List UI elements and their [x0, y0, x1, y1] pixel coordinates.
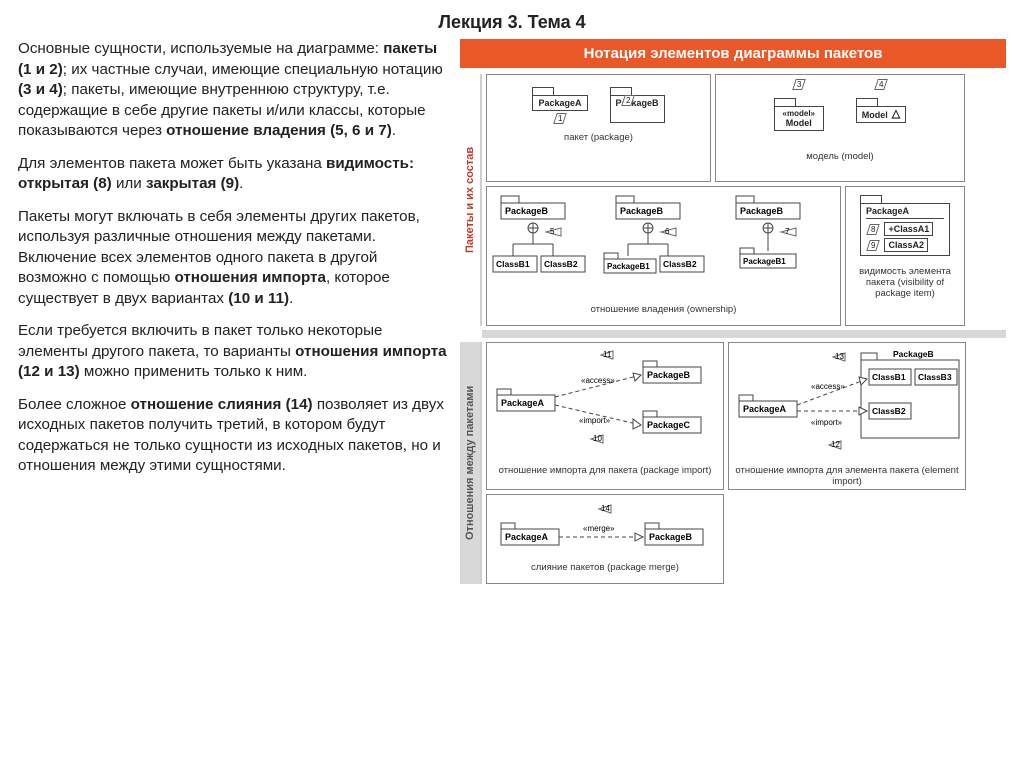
- ownership-svg: PackageB ClassB1 ClassB2 5: [491, 191, 841, 301]
- svg-text:10: 10: [593, 434, 602, 443]
- svg-text:PackageC: PackageC: [647, 420, 691, 430]
- svg-text:«import»: «import»: [811, 418, 843, 427]
- side-label-2: Отношения между пакетами: [460, 342, 480, 584]
- svg-text:PackageB: PackageB: [620, 206, 664, 216]
- caption: пакет (package): [491, 132, 706, 143]
- callout-3: 3: [792, 79, 806, 90]
- svg-text:5: 5: [550, 227, 555, 236]
- uml-package: PackageA: [532, 87, 587, 111]
- svg-text:PackageB: PackageB: [647, 370, 691, 380]
- para-1: Основные сущности, используемые на диагр…: [18, 39, 448, 142]
- caption: слияние пакетов (package merge): [491, 562, 719, 573]
- svg-text:ClassB1: ClassB1: [496, 259, 530, 269]
- panel-element-import: PackageA PackageB ClassB1 ClassB3 ClassB…: [728, 342, 966, 490]
- svg-text:PackageB1: PackageB1: [743, 257, 786, 266]
- svg-text:13: 13: [835, 352, 844, 361]
- uml-package: Model △: [856, 98, 906, 123]
- uml-package: «model» Model: [774, 98, 824, 131]
- svg-text:11: 11: [603, 350, 612, 359]
- svg-text:PackageB: PackageB: [740, 206, 784, 216]
- section-relations: Отношения между пакетами PackageA «acces…: [460, 342, 1006, 584]
- panel-ownership: PackageB ClassB1 ClassB2 5: [486, 186, 841, 326]
- text-column: Основные сущности, используемые на диагр…: [18, 39, 448, 588]
- svg-text:PackageB: PackageB: [505, 206, 549, 216]
- para-4: Если требуется включить в пакет только н…: [18, 321, 448, 383]
- svg-text:«import»: «import»: [579, 416, 611, 425]
- caption: отношение импорта для пакета (package im…: [491, 465, 719, 476]
- svg-text:PackageB1: PackageB1: [607, 262, 650, 271]
- svg-text:ClassB2: ClassB2: [872, 406, 906, 416]
- merge-svg: PackageA «merge» 14 PackageB: [491, 499, 723, 559]
- side-label-1: Пакеты и их состав: [460, 74, 480, 326]
- para-2: Для элементов пакета может быть указана …: [18, 154, 448, 195]
- svg-text:6: 6: [665, 227, 670, 236]
- svg-text:«access»: «access»: [811, 382, 845, 391]
- eimport-svg: PackageA PackageB ClassB1 ClassB3 ClassB…: [733, 347, 965, 462]
- caption: видимость элемента пакета (visibility of…: [850, 266, 960, 299]
- triangle-icon: △: [892, 109, 900, 120]
- panel-model: 3 «model» Model 4: [715, 74, 965, 182]
- svg-text:«access»: «access»: [581, 376, 615, 385]
- para-5: Более сложное отношение слияния (14) поз…: [18, 395, 448, 477]
- svg-text:ClassB2: ClassB2: [544, 259, 578, 269]
- panel-visibility: PackageA 8+ClassA1 9ClassA2 видимость эл…: [845, 186, 965, 326]
- grey-divider: [482, 330, 1006, 338]
- svg-text:ClassB1: ClassB1: [872, 372, 906, 382]
- page-title: Лекция 3. Тема 4: [18, 12, 1006, 33]
- pimport-svg: PackageA «access» 11 PackageB «import»: [491, 347, 723, 462]
- callout-1: 1: [553, 113, 567, 124]
- svg-text:PackageB: PackageB: [649, 532, 693, 542]
- panels-bottom: PackageA «access» 11 PackageB «import»: [482, 342, 1006, 584]
- para-3: Пакеты могут включать в себя элементы др…: [18, 207, 448, 310]
- caption: отношение импорта для элемента пакета (e…: [733, 465, 961, 487]
- svg-text:PackageB: PackageB: [893, 349, 934, 359]
- uml-package: PackageA 8+ClassA1 9ClassA2: [860, 195, 950, 256]
- panel-package-import: PackageA «access» 11 PackageB «import»: [486, 342, 724, 490]
- callout-9: 9: [866, 240, 880, 251]
- callout-4: 4: [874, 79, 888, 90]
- section-packages: Пакеты и их состав PackageA 1: [460, 74, 1006, 326]
- svg-text:12: 12: [831, 440, 840, 449]
- svg-text:ClassB3: ClassB3: [918, 372, 952, 382]
- caption: отношение владения (ownership): [491, 304, 836, 315]
- main-layout: Основные сущности, используемые на диагр…: [18, 39, 1006, 588]
- caption: модель (model): [720, 151, 960, 162]
- diagram-banner: Нотация элементов диаграммы пакетов: [460, 39, 1006, 68]
- panel-package: PackageA 1 PackageB 2 пакет (package): [486, 74, 711, 182]
- callout-8: 8: [866, 224, 880, 235]
- svg-text:14: 14: [601, 504, 610, 513]
- svg-text:PackageA: PackageA: [501, 398, 545, 408]
- svg-text:PackageA: PackageA: [743, 404, 787, 414]
- uml-package: PackageB: [610, 87, 665, 123]
- svg-text:PackageA: PackageA: [505, 532, 549, 542]
- svg-text:«merge»: «merge»: [583, 524, 615, 533]
- svg-text:ClassB2: ClassB2: [663, 259, 697, 269]
- diagram-column: Нотация элементов диаграммы пакетов Паке…: [460, 39, 1006, 588]
- panels-top: PackageA 1 PackageB 2 пакет (package): [482, 74, 1006, 326]
- svg-text:7: 7: [785, 227, 790, 236]
- panel-merge: PackageA «merge» 14 PackageB слияние пак…: [486, 494, 724, 584]
